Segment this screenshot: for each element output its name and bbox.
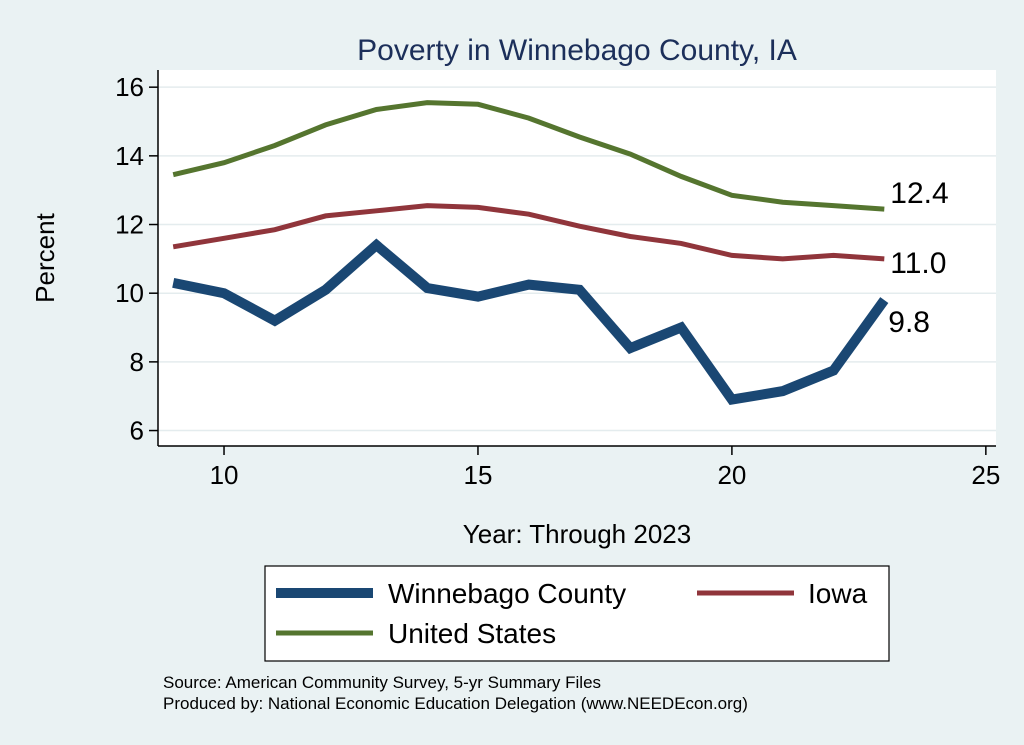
series-line-iowa <box>172 203 885 262</box>
chart-title: Poverty in Winnebago County, IA <box>357 34 797 67</box>
produced-by-line: Produced by: National Economic Education… <box>163 694 748 713</box>
series-line-winnebago-county <box>172 238 889 406</box>
y-tick-label-8: 8 <box>130 347 144 377</box>
y-tick-label-6: 6 <box>130 416 144 446</box>
legend-label-united-states: United States <box>388 618 556 649</box>
x-tick-label-25: 25 <box>971 460 1000 490</box>
x-axis-title: Year: Through 2023 <box>463 519 691 549</box>
y-tick-label-16: 16 <box>115 72 144 102</box>
x-tick-label-10: 10 <box>210 460 239 490</box>
series-lines <box>172 100 889 406</box>
axis-ticks: 6 8 10 12 14 16 10 15 20 25 <box>115 72 1000 490</box>
x-tick-label-15: 15 <box>464 460 493 490</box>
x-tick-label-20: 20 <box>717 460 746 490</box>
y-axis-title: Percent <box>30 212 60 302</box>
source-line: Source: American Community Survey, 5-yr … <box>163 673 601 692</box>
legend: Winnebago County Iowa United States <box>264 565 890 662</box>
end-label-winnebago-county: 9.8 <box>888 306 930 339</box>
y-tick-label-12: 12 <box>115 210 144 240</box>
legend-box <box>264 565 890 662</box>
end-label-united-states: 12.4 <box>890 177 948 210</box>
series-line-united-states <box>172 100 885 212</box>
y-tick-label-14: 14 <box>115 141 144 171</box>
y-tick-label-10: 10 <box>115 278 144 308</box>
legend-label-iowa: Iowa <box>808 578 868 609</box>
end-label-iowa: 11.0 <box>890 247 946 280</box>
end-labels: 12.4 11.0 9.8 <box>888 177 948 339</box>
legend-label-winnebago-county: Winnebago County <box>388 578 626 609</box>
